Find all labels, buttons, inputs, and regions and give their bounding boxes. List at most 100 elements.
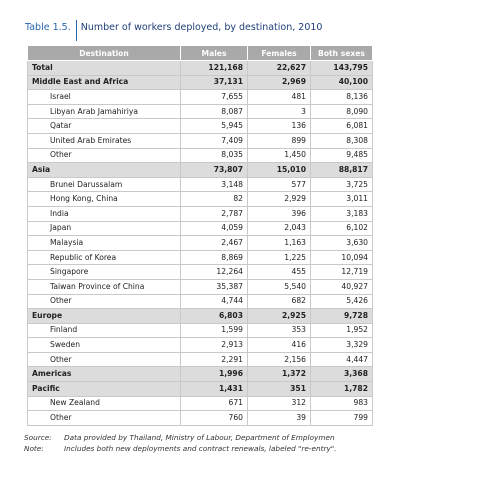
- column-header: Males: [180, 45, 248, 61]
- cell: 3,329: [310, 337, 373, 353]
- cell: 8,035: [180, 147, 248, 164]
- group-row: Pacific 1,431 351 1,782: [27, 381, 373, 397]
- row: Sweden 2,913 416 3,329: [27, 337, 373, 353]
- cell: 1,431: [180, 381, 248, 397]
- row-label: Middle East and Africa: [27, 74, 181, 91]
- row-label: Other: [27, 410, 181, 426]
- cell: 2,043: [247, 220, 311, 237]
- row: Brunei Darussalam 3,148 577 3,725: [27, 176, 373, 193]
- cell: 82: [180, 191, 248, 207]
- cell: 760: [180, 410, 248, 426]
- cell: 12,264: [180, 264, 248, 280]
- row: Israel 7,655 481 8,136: [27, 89, 373, 105]
- notes: Source: Data provided by Thailand, Minist…: [24, 432, 336, 454]
- cell: 9,728: [310, 308, 373, 324]
- row-label: United Arab Emirates: [27, 132, 181, 149]
- cell: 682: [247, 293, 311, 310]
- row-label: Japan: [27, 220, 181, 237]
- cell: 351: [247, 381, 311, 397]
- cell: 1,599: [180, 322, 248, 339]
- cell: 312: [247, 395, 311, 412]
- cell: 353: [247, 322, 311, 339]
- group-row: Europe 6,803 2,925 9,728: [27, 308, 373, 324]
- row-label: Malaysia: [27, 235, 181, 251]
- note-text: Data provided by Thailand, Ministry of L…: [64, 433, 335, 442]
- row-label: Other: [27, 351, 181, 368]
- cell: 396: [247, 205, 311, 222]
- cell: 1,450: [247, 147, 311, 164]
- row: Qatar 5,945 136 6,081: [27, 118, 373, 134]
- cell: 8,087: [180, 103, 248, 120]
- cell: 3,630: [310, 235, 373, 251]
- cell: 577: [247, 176, 311, 193]
- cell: 983: [310, 395, 373, 412]
- cell: 10,094: [310, 249, 373, 266]
- cell: 143,795: [310, 60, 373, 76]
- note: Source: Data provided by Thailand, Minist…: [24, 432, 336, 443]
- row-label: Republic of Korea: [27, 249, 181, 266]
- row: New Zealand 671 312 983: [27, 395, 373, 412]
- row-label: Brunei Darussalam: [27, 176, 181, 193]
- cell: 4,059: [180, 220, 248, 237]
- cell: 121,168: [180, 60, 248, 76]
- table-number: Table 1.5.: [25, 20, 77, 41]
- row: United Arab Emirates 7,409 899 8,308: [27, 132, 373, 149]
- cell: 22,627: [247, 60, 311, 76]
- row: Other 760 39 799: [27, 410, 373, 426]
- row-label: Sweden: [27, 337, 181, 353]
- row: Other 2,291 2,156 4,447: [27, 351, 373, 368]
- cell: 88,817: [310, 162, 373, 178]
- group-row: Total 121,168 22,627 143,795: [27, 60, 373, 76]
- row-label: Pacific: [27, 381, 181, 397]
- row: Other 8,035 1,450 9,485: [27, 147, 373, 164]
- cell: 1,372: [247, 366, 311, 383]
- cell: 3,011: [310, 191, 373, 207]
- table-body: Total 121,168 22,627 143,795 Middle East and…: [27, 60, 373, 426]
- cell: 6,081: [310, 118, 373, 134]
- cell: 12,719: [310, 264, 373, 280]
- row-label: Finland: [27, 322, 181, 339]
- cell: 8,308: [310, 132, 373, 149]
- cell: 4,447: [310, 351, 373, 368]
- group-row: Middle East and Africa 37,131 2,969 40,100: [27, 74, 373, 91]
- row-label: Total: [27, 60, 181, 76]
- row-label: Asia: [27, 162, 181, 178]
- note: Note: Includes both new deployments and c…: [24, 443, 336, 454]
- data-table: Destination Males Females Both sexes Total 1…: [27, 45, 373, 426]
- row-label: Americas: [27, 366, 181, 383]
- cell: 455: [247, 264, 311, 280]
- cell: 9,485: [310, 147, 373, 164]
- cell: 73,807: [180, 162, 248, 178]
- cell: 4,744: [180, 293, 248, 310]
- row-label: Singapore: [27, 264, 181, 280]
- note-label: Note:: [24, 444, 44, 453]
- row-label: Taiwan Province of China: [27, 278, 181, 295]
- cell: 3: [247, 103, 311, 120]
- row: Taiwan Province of China 35,387 5,540 40,92…: [27, 278, 373, 295]
- cell: 1,996: [180, 366, 248, 383]
- row: Malaysia 2,467 1,163 3,630: [27, 235, 373, 251]
- row: Other 4,744 682 5,426: [27, 293, 373, 310]
- cell: 2,969: [247, 74, 311, 91]
- cell: 5,945: [180, 118, 248, 134]
- cell: 671: [180, 395, 248, 412]
- table-title: Number of workers deployed, by destinati…: [80, 22, 323, 33]
- row: Hong Kong, China 82 2,929 3,011: [27, 191, 373, 207]
- cell: 35,387: [180, 278, 248, 295]
- cell: 1,782: [310, 381, 373, 397]
- row-label: Hong Kong, China: [27, 191, 181, 207]
- cell: 39: [247, 410, 311, 426]
- row-label: India: [27, 205, 181, 222]
- cell: 7,409: [180, 132, 248, 149]
- header-row: Destination Males Females Both sexes: [27, 45, 373, 61]
- row-label: Europe: [27, 308, 181, 324]
- cell: 3,725: [310, 176, 373, 193]
- row-label: Other: [27, 147, 181, 164]
- note-label: Source:: [24, 433, 52, 442]
- cell: 899: [247, 132, 311, 149]
- cell: 2,156: [247, 351, 311, 368]
- cell: 2,929: [247, 191, 311, 207]
- note-text: Includes both new deployments and contra…: [64, 444, 337, 453]
- row-label: Libyan Arab Jamahiriya: [27, 103, 181, 120]
- row-label: Other: [27, 293, 181, 310]
